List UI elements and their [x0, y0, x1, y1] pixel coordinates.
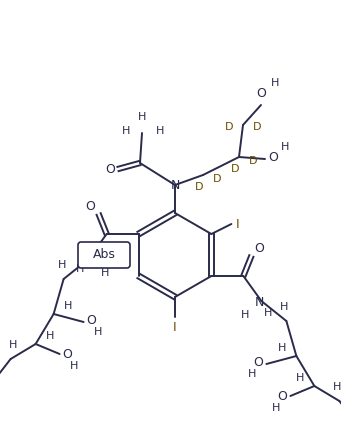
- Text: H: H: [248, 369, 256, 379]
- Text: D: D: [225, 122, 233, 132]
- Text: H: H: [333, 382, 341, 392]
- Text: H: H: [101, 268, 109, 278]
- Text: D: D: [213, 174, 221, 184]
- Text: O: O: [105, 162, 115, 176]
- Text: H: H: [63, 301, 72, 311]
- Text: H: H: [9, 340, 17, 350]
- Text: O: O: [86, 199, 95, 213]
- Text: O: O: [268, 150, 278, 164]
- Text: O: O: [278, 389, 287, 403]
- Text: N: N: [86, 254, 95, 268]
- Text: H: H: [75, 264, 84, 274]
- Text: H: H: [241, 310, 250, 320]
- Text: H: H: [122, 126, 130, 136]
- Text: D: D: [249, 156, 257, 166]
- Text: H: H: [278, 343, 286, 353]
- Text: H: H: [296, 373, 305, 383]
- Text: H: H: [45, 331, 54, 341]
- Text: N: N: [255, 297, 264, 309]
- Text: H: H: [156, 126, 164, 136]
- Text: H: H: [264, 308, 272, 318]
- Text: D: D: [231, 164, 239, 174]
- Text: H: H: [272, 403, 281, 413]
- Text: O: O: [87, 313, 97, 326]
- Text: I: I: [236, 217, 239, 231]
- Text: H: H: [57, 260, 66, 270]
- Text: H: H: [280, 302, 288, 312]
- Text: Abs: Abs: [92, 249, 116, 261]
- Text: H: H: [281, 142, 289, 152]
- Text: H: H: [138, 112, 146, 122]
- FancyBboxPatch shape: [78, 242, 130, 268]
- Text: D: D: [195, 182, 203, 192]
- Text: N: N: [170, 179, 180, 191]
- Text: I: I: [173, 320, 177, 334]
- Text: H: H: [271, 78, 279, 88]
- Text: O: O: [253, 356, 263, 368]
- Text: D: D: [253, 122, 261, 132]
- Text: O: O: [256, 87, 266, 99]
- Text: O: O: [63, 348, 73, 360]
- Text: H: H: [70, 361, 78, 371]
- Text: H: H: [93, 327, 102, 337]
- Text: O: O: [254, 242, 264, 254]
